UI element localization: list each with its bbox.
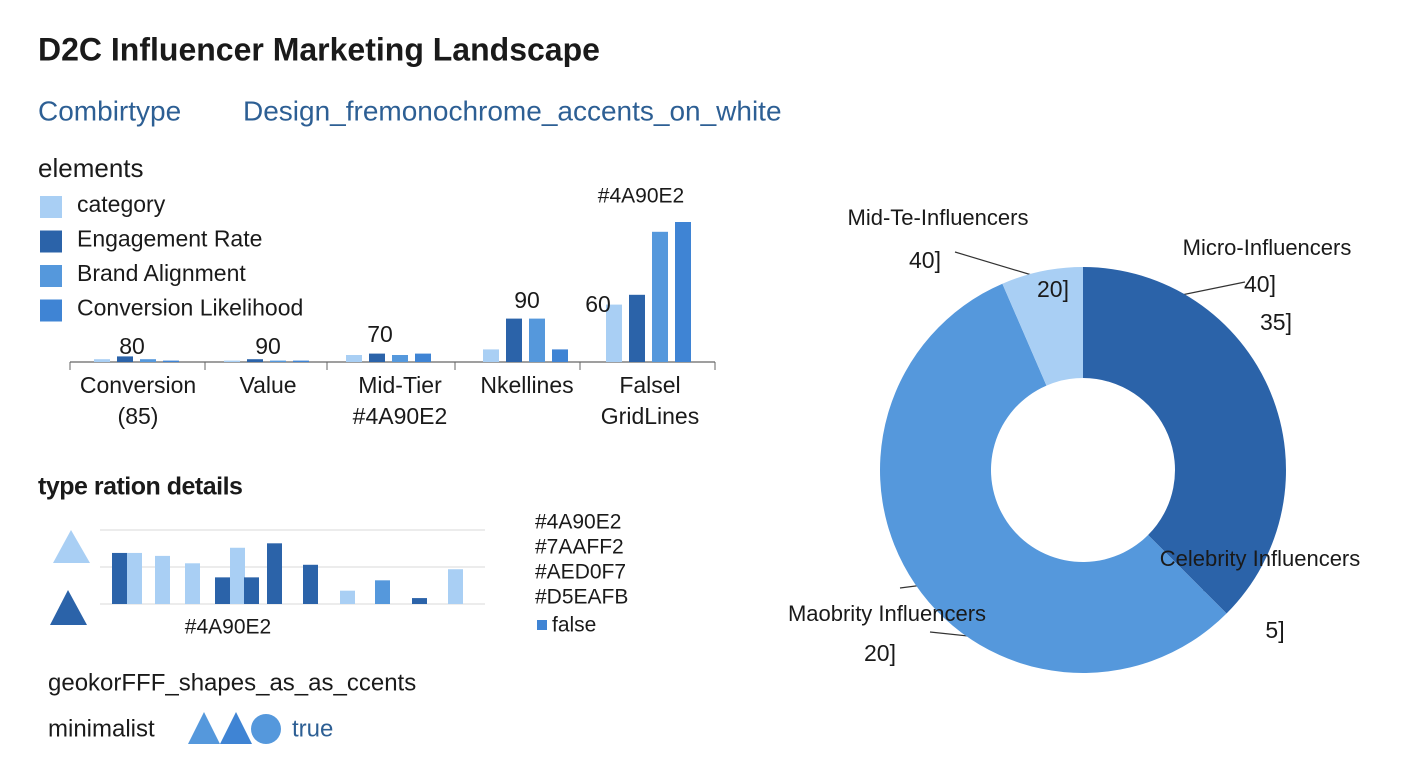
bar <box>185 563 200 604</box>
icon <box>53 530 90 563</box>
bar <box>369 353 385 362</box>
bar <box>392 355 408 362</box>
color-code: #4A90E2 <box>535 511 621 534</box>
bar <box>483 349 499 362</box>
icon <box>188 712 220 744</box>
section-title: type ration details <box>38 473 242 501</box>
segment-value: 5] <box>1265 617 1284 643</box>
x-tick-label: Value <box>239 372 296 398</box>
bar <box>155 555 170 604</box>
segment-value: 20] <box>1037 276 1069 302</box>
annotation: 80 <box>119 333 145 359</box>
bar <box>112 552 127 604</box>
icon <box>220 712 252 744</box>
donut-segment <box>1083 267 1286 614</box>
bar <box>606 304 622 362</box>
bar <box>415 353 431 362</box>
x-tick-label: Conversion (85) <box>80 372 196 429</box>
icon <box>50 590 87 625</box>
bar <box>267 543 282 604</box>
segment-value: 35] <box>1260 309 1292 335</box>
segment-value: 40] <box>909 247 941 273</box>
legend-swatch <box>40 196 62 218</box>
bar <box>340 590 355 604</box>
bar <box>94 359 110 362</box>
bar <box>117 356 133 362</box>
legend-label: Engagement Rate <box>77 226 262 252</box>
segment-label: Maobrity Influencers <box>788 601 986 626</box>
donut-segment <box>880 283 1227 673</box>
legend-title: elements <box>38 153 144 183</box>
bar <box>303 564 318 604</box>
segment-value: 20] <box>864 640 896 666</box>
legend-label: false <box>552 614 596 637</box>
legend-label: Brand Alignment <box>77 260 246 286</box>
bar <box>215 577 230 604</box>
bar <box>127 552 142 604</box>
legend-swatch <box>40 230 62 253</box>
legend-label: category <box>77 191 166 217</box>
annotation: 60 <box>585 291 611 317</box>
donut-segment <box>1002 267 1083 386</box>
x-tick-label: Nkellines <box>480 372 573 398</box>
segment-label: Mid-Te-Influencers <box>848 205 1029 230</box>
color-code: #7AAFF2 <box>535 536 624 559</box>
bar <box>224 360 240 362</box>
bar <box>247 359 263 362</box>
chart-label: #4A90E2 <box>185 616 271 639</box>
segment-label: Celebrity Influencers <box>1160 546 1361 571</box>
icon <box>251 714 281 744</box>
subtitle: Combirtype <box>38 95 181 126</box>
bar <box>629 294 645 362</box>
annotation: 70 <box>367 321 393 347</box>
footer-flag: true <box>292 715 333 742</box>
color-code: #D5EAFB <box>535 586 628 609</box>
bar <box>529 318 545 362</box>
subtitle: Design_fremonochrome_accents_on_white <box>243 95 782 126</box>
bar <box>163 360 179 362</box>
bar <box>448 569 463 604</box>
segment-value: 40] <box>1244 271 1276 297</box>
bar <box>270 360 286 362</box>
legend-swatch <box>40 265 62 287</box>
bar <box>552 349 568 362</box>
bar <box>293 360 309 362</box>
annotation: #4A90E2 <box>598 185 684 208</box>
bar <box>140 359 156 362</box>
annotation: 90 <box>514 287 540 313</box>
legend-label: Conversion Likelihood <box>77 295 303 321</box>
bar <box>675 222 691 362</box>
bar <box>652 231 668 362</box>
legend-swatch <box>537 620 547 630</box>
footer-text: minimalist <box>48 715 155 742</box>
x-tick-label: Mid-Tier #4A90E2 <box>353 372 448 429</box>
bar <box>506 318 522 362</box>
legend-swatch <box>40 299 62 322</box>
bar <box>346 355 362 362</box>
bar <box>230 547 245 604</box>
bar <box>375 580 390 604</box>
segment-label: Micro-Influencers <box>1183 235 1352 260</box>
annotation: 90 <box>255 333 281 359</box>
bar <box>244 577 259 604</box>
color-code: #AED0F7 <box>535 561 626 584</box>
footer-text: geokorFFF_shapes_as_as_ccents <box>48 669 416 696</box>
title: D2C Influencer Marketing Landscape <box>38 31 600 67</box>
x-tick-label: Falsel GridLines <box>601 372 699 429</box>
bar <box>412 598 427 604</box>
